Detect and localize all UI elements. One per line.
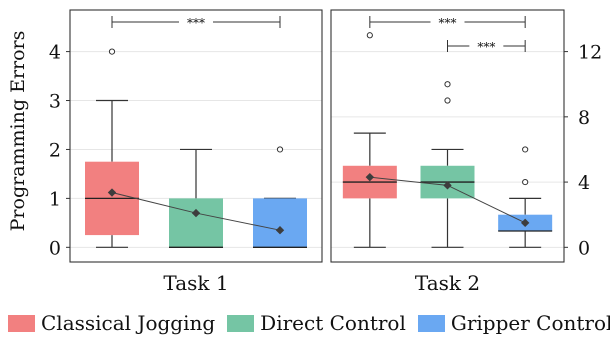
box-direct-control xyxy=(420,81,475,248)
legend-swatch-classical-jogging xyxy=(8,314,35,332)
mean-marker xyxy=(520,218,530,228)
legend: Classical Jogging Direct Control Gripper… xyxy=(8,310,610,336)
outlier-point xyxy=(276,146,284,153)
panel-2: 0 4 8 12 *** *** Task 2 xyxy=(330,9,602,295)
panel-label: Task 1 xyxy=(163,271,228,295)
outlier-point xyxy=(522,178,529,186)
significance-bracket: *** xyxy=(111,16,281,30)
y-tick-label: 1 xyxy=(49,188,61,210)
significance-label: *** xyxy=(439,16,457,30)
box-gripper-control xyxy=(253,146,307,248)
y-tick-label: 4 xyxy=(49,42,61,64)
y-tick-label: 0 xyxy=(49,237,61,259)
outlier-point xyxy=(108,48,116,55)
outlier-point xyxy=(444,97,451,104)
panel-frame xyxy=(330,9,565,263)
mean-marker xyxy=(365,172,375,182)
significance-bracket: *** xyxy=(447,40,526,54)
y-tick-label: 3 xyxy=(49,91,61,113)
significance-bracket: *** xyxy=(369,16,526,30)
y-tick-label: 2 xyxy=(49,139,61,161)
legend-item-classical-jogging: Classical Jogging xyxy=(8,311,215,335)
panel-frame xyxy=(69,9,323,263)
mean-marker xyxy=(275,225,285,235)
legend-swatch-direct-control xyxy=(227,314,255,332)
significance-label: *** xyxy=(187,16,205,30)
mean-marker xyxy=(191,208,201,218)
outlier-point xyxy=(366,32,373,39)
legend-item-gripper-control: Gripper Control xyxy=(417,311,610,335)
box-iqr xyxy=(253,198,307,248)
y-tick-label: 0 xyxy=(578,237,590,259)
outlier-point xyxy=(522,146,529,153)
legend-label-classical-jogging: Classical Jogging xyxy=(41,311,216,335)
box-direct-control xyxy=(169,148,223,248)
outlier-point xyxy=(444,81,451,88)
y-tick-label: 4 xyxy=(578,172,590,194)
y-axis-label: Programming Errors xyxy=(7,31,29,232)
panel-label: Task 2 xyxy=(415,271,480,295)
box-classical-jogging xyxy=(342,32,397,248)
significance-label: *** xyxy=(477,40,495,54)
legend-label-direct-control: Direct Control xyxy=(260,311,406,335)
mean-marker xyxy=(107,188,117,197)
legend-item-direct-control: Direct Control xyxy=(227,311,406,335)
y-tick-label: 12 xyxy=(578,42,602,64)
box-iqr xyxy=(169,198,223,248)
legend-swatch-gripper-control xyxy=(417,314,445,332)
mean-marker xyxy=(443,181,452,190)
panel-1: 0 1 2 3 4 *** Task 1 xyxy=(49,9,323,295)
box-classical-jogging xyxy=(85,48,139,248)
box-gripper-control xyxy=(498,146,553,248)
legend-label-gripper-control: Gripper Control xyxy=(450,311,610,335)
y-tick-label: 8 xyxy=(578,107,590,129)
